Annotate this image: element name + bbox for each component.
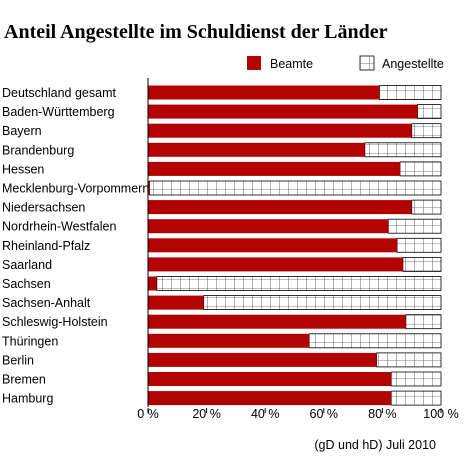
category-label: Bayern: [2, 124, 42, 138]
category-label: Deutschland gesamt: [2, 86, 116, 100]
bar-beamte: [148, 314, 406, 329]
bar-angestellte: [149, 180, 442, 196]
bar-angestellte: [399, 161, 442, 177]
plot-area: Deutschland gesamt Baden-Württemberg Bayer…: [2, 78, 459, 421]
bar-beamte: [148, 257, 403, 272]
category-label: Schleswig-Holstein: [2, 315, 108, 329]
bar-angestellte: [203, 295, 442, 311]
legend-swatch-angestellte: [359, 55, 375, 71]
bar-beamte: [148, 161, 400, 176]
bar-angestellte: [156, 276, 442, 291]
category-label: Mecklenburg-Vorpommern: [2, 182, 149, 196]
bar-beamte: [148, 352, 377, 367]
category-label: Brandenburg: [2, 143, 74, 157]
bar-beamte: [148, 200, 412, 215]
bar-beamte: [148, 142, 365, 157]
bar-angestellte: [417, 104, 442, 119]
category-label: Hessen: [2, 162, 44, 176]
bar-angestellte: [376, 352, 442, 368]
bar-beamte: [148, 238, 398, 253]
bar-angestellte: [364, 142, 442, 158]
bar-angestellte: [390, 390, 442, 406]
bar-angestellte: [405, 314, 442, 330]
bar-beamte: [148, 295, 204, 310]
legend: Beamte Angestellte: [247, 55, 444, 71]
category-label: Nordrhein-Westfalen: [2, 220, 116, 234]
bar-angestellte: [387, 218, 442, 234]
bar-beamte: [148, 85, 380, 100]
bar-beamte: [148, 391, 392, 406]
source-note: (gD und hD) Juli 2010: [314, 438, 436, 452]
x-tick-label: 0 %: [137, 407, 159, 421]
bar-angestellte: [308, 333, 442, 349]
bar-beamte: [148, 123, 412, 138]
bar-angestellte: [396, 237, 442, 253]
category-label: Niedersachsen: [2, 201, 85, 215]
category-label: Hamburg: [2, 392, 53, 406]
bar-angestellte: [411, 123, 442, 139]
bar-beamte: [148, 276, 157, 291]
category-label: Berlin: [2, 353, 34, 367]
legend-label-beamte: Beamte: [270, 57, 313, 71]
category-label: Baden-Württemberg: [2, 105, 115, 119]
bar-angestellte: [390, 371, 442, 387]
bar-angestellte: [402, 256, 442, 272]
x-tick-label: 40 %: [251, 407, 280, 421]
chart-title: Anteil Angestellte im Schuldienst der Lä…: [4, 21, 388, 43]
legend-swatch-beamte: [247, 56, 261, 70]
x-tick-label: 100 %: [423, 407, 458, 421]
x-tick-label: 20 %: [192, 407, 221, 421]
bar-beamte: [148, 372, 392, 386]
legend-label-angestellte: Angestellte: [382, 57, 444, 71]
category-label: Thüringen: [2, 334, 58, 348]
bar-beamte: [148, 333, 310, 348]
category-label: Rheinland-Pfalz: [2, 239, 90, 253]
category-label: Saarland: [2, 258, 52, 272]
category-label: Sachsen: [2, 277, 51, 291]
bar-angestellte: [379, 85, 442, 100]
bar-angestellte: [411, 199, 442, 215]
x-tick-label: 80 %: [368, 407, 397, 421]
x-tick-label: 60 %: [310, 407, 339, 421]
bar-beamte: [148, 104, 418, 119]
category-label: Sachsen-Anhalt: [2, 296, 91, 310]
bar-beamte: [148, 181, 150, 195]
category-label: Bremen: [2, 373, 46, 387]
bar-beamte: [148, 219, 389, 234]
